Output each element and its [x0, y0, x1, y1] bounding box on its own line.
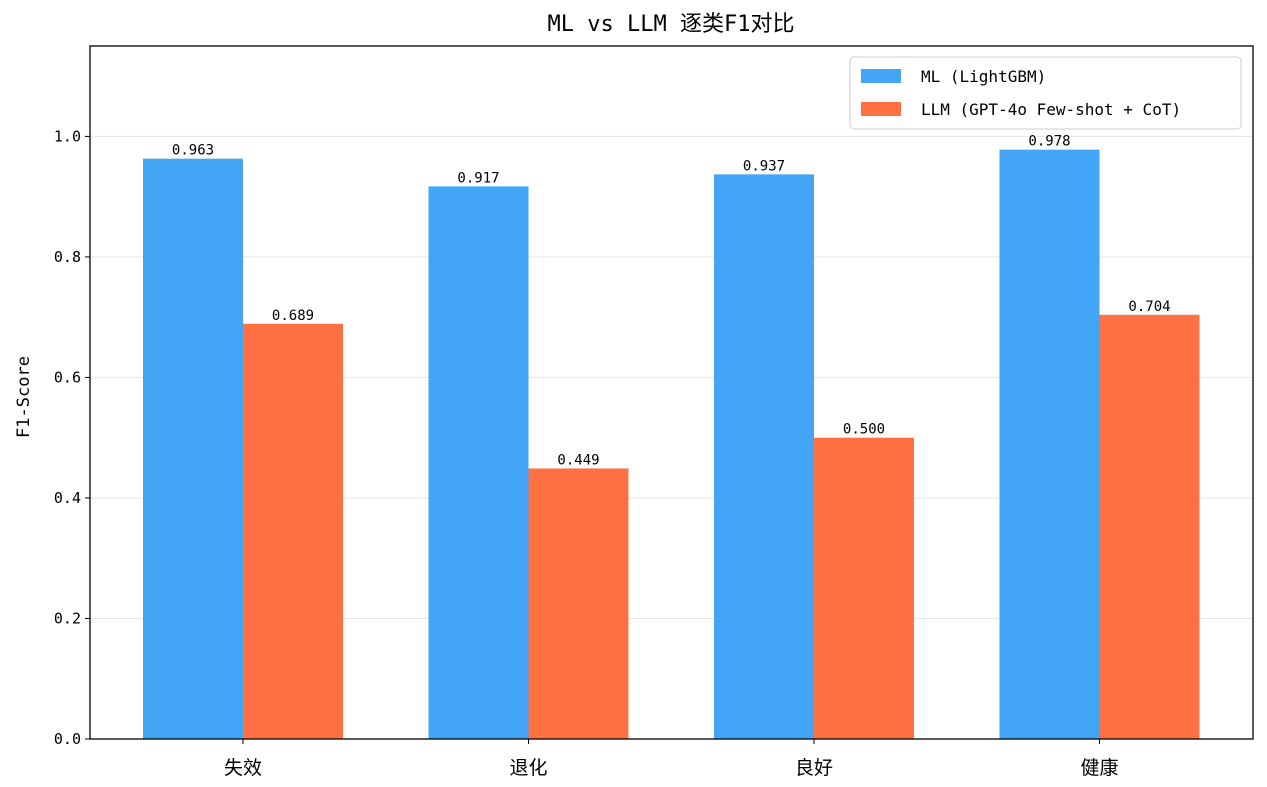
bar-ml-1 [428, 186, 529, 739]
data-label-llm-3: 0.704 [1128, 299, 1170, 315]
data-label-llm-0: 0.689 [272, 308, 314, 324]
x-axis: 失效 退化 良好 健康 [224, 739, 1119, 779]
bar-ml-2 [714, 174, 814, 739]
bar-llm-1 [528, 468, 629, 739]
y-tick-label: 1.0 [54, 127, 81, 145]
legend-swatch-ml [861, 69, 901, 83]
y-axis: 0.0 0.2 0.4 0.6 0.8 1.0 [54, 127, 90, 748]
legend-box [849, 56, 1242, 130]
data-label-ml-3: 0.978 [1028, 134, 1070, 150]
bars [143, 149, 1200, 740]
y-tick-label: 0.6 [54, 368, 81, 386]
data-label-ml-2: 0.937 [743, 158, 785, 174]
y-tick-label: 0.0 [54, 730, 81, 748]
data-label-llm-1: 0.449 [557, 452, 599, 468]
legend-swatch-llm [861, 102, 901, 116]
bar-llm-3 [1099, 314, 1200, 739]
x-tick-label: 健康 [1080, 757, 1118, 779]
x-tick-label: 失效 [224, 757, 262, 779]
plot-frame [89, 45, 1254, 740]
legend-label-ml: ML (LightGBM) [921, 67, 1046, 86]
bar-llm-0 [243, 323, 343, 739]
bar-llm-2 [814, 437, 914, 739]
x-tick-label: 退化 [509, 757, 547, 779]
chart-title: ML vs LLM 逐类F1对比 [548, 12, 795, 37]
y-tick-label: 0.8 [54, 248, 81, 266]
y-tick-label: 0.4 [54, 489, 81, 507]
data-label-llm-2: 0.500 [843, 422, 885, 438]
x-tick-label: 良好 [795, 757, 833, 779]
bar-ml-0 [143, 158, 243, 740]
data-labels: 0.963 0.689 0.917 0.449 0.937 0.500 0.978 0.704 [172, 134, 1171, 469]
data-label-ml-0: 0.963 [172, 143, 214, 159]
bar-ml-3 [999, 149, 1100, 740]
data-label-ml-1: 0.917 [457, 170, 499, 186]
legend-label-llm: LLM (GPT-4o Few-shot + CoT) [921, 100, 1181, 119]
y-axis-label: F1-Score [14, 356, 34, 438]
y-tick-label: 0.2 [54, 609, 81, 627]
legend: ML (LightGBM) LLM (GPT-4o Few-shot + CoT… [849, 56, 1242, 130]
